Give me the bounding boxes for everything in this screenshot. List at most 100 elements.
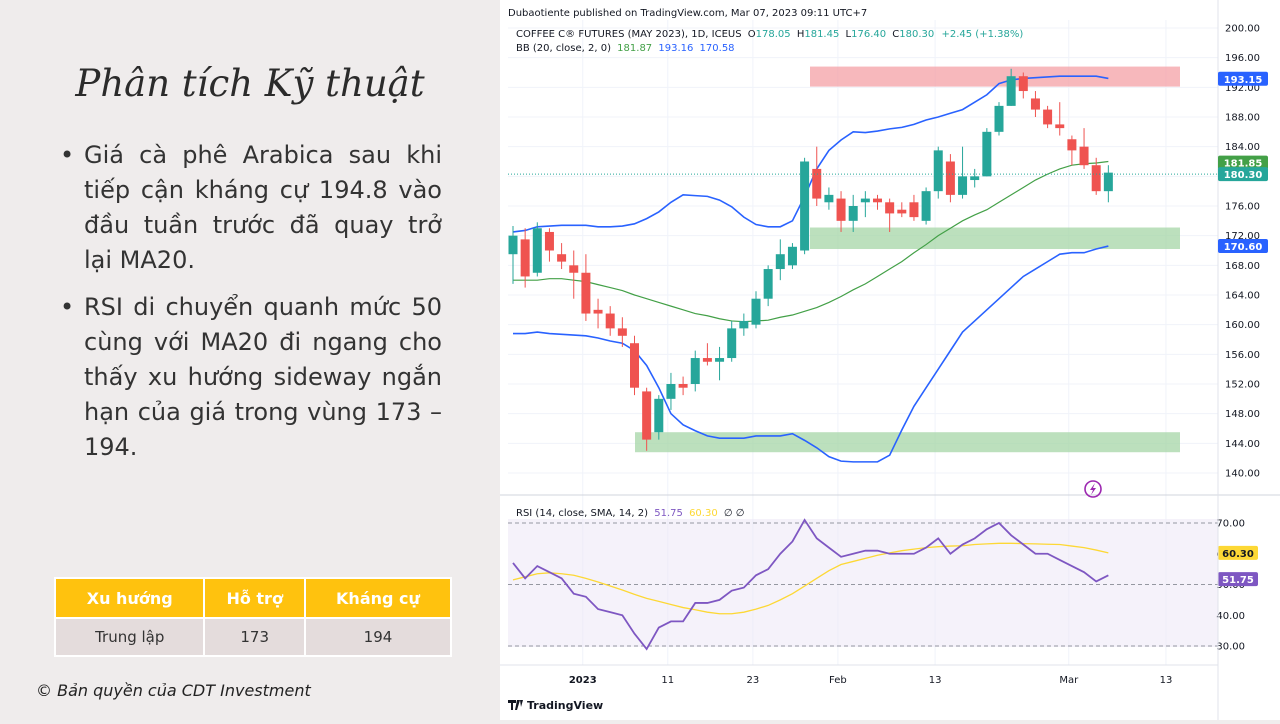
- price-tick-label: 200.00: [1225, 24, 1260, 35]
- candle-body: [848, 206, 858, 221]
- candle-body: [800, 161, 810, 251]
- rsi-legend: RSI (14, close, SMA, 14, 2) 51.75 60.30 …: [516, 508, 745, 519]
- price-tick-label: 164.00: [1225, 291, 1260, 302]
- candle-body: [763, 269, 773, 299]
- candle-body: [812, 168, 822, 199]
- bullet-item: Giá cà phê Arabica sau khi tiếp cận khán…: [58, 138, 442, 278]
- resistance-zone: [810, 66, 1180, 87]
- candle-body: [860, 198, 870, 203]
- ohlc-close-value: 180.30: [899, 29, 934, 40]
- candle-body: [678, 384, 688, 388]
- candle-body: [1055, 124, 1065, 129]
- rsi-tick-label: 70.00: [1216, 519, 1245, 530]
- candle-body: [532, 228, 542, 273]
- candle-body: [666, 384, 676, 399]
- tradingview-logo[interactable]: TradingView: [508, 699, 603, 712]
- price-tick-label: 168.00: [1225, 261, 1260, 272]
- price-label-text: 180.30: [1224, 170, 1263, 181]
- candle-body: [1043, 109, 1053, 125]
- price-tick-label: 152.00: [1225, 380, 1260, 391]
- candle-body: [727, 328, 737, 359]
- price-label-text: 181.85: [1224, 159, 1263, 170]
- time-axis[interactable]: 2023 11 23 Feb 13 Mar 13: [569, 675, 1172, 686]
- bb-lower-line: [513, 245, 1109, 463]
- price-label-tag: [1218, 239, 1268, 254]
- price-tick-label: 160.00: [1225, 320, 1260, 331]
- candle-body: [970, 176, 980, 181]
- price-tick-label: 172.00: [1225, 231, 1260, 242]
- ohlc-high-label: H: [797, 29, 805, 40]
- price-tick-label: 140.00: [1225, 469, 1260, 480]
- candle-body: [690, 358, 700, 384]
- candle-body: [544, 231, 554, 251]
- lightning-icon[interactable]: [1084, 480, 1102, 498]
- rsi-band-background: [508, 519, 1218, 647]
- price-tick-label: 188.00: [1225, 113, 1260, 124]
- candle-body: [945, 161, 955, 195]
- candle-body: [1067, 139, 1077, 151]
- slide-title: Phân tích Kỹ thuật: [75, 62, 425, 105]
- copyright-text: © Bản quyền của CDT Investment: [36, 681, 311, 700]
- symbol-name: COFFEE C® FUTURES (MAY 2023), 1D, ICEUS: [516, 29, 742, 40]
- bb-label: BB (20, close, 2, 0): [516, 43, 611, 54]
- cell-trend: Trung lập: [53, 617, 206, 657]
- time-tick-label: 13: [1160, 675, 1173, 686]
- price-zones: [635, 66, 1180, 453]
- slide-left-panel: Phân tích Kỹ thuật Giá cà phê Arabica sa…: [0, 0, 500, 720]
- candle-body: [1091, 165, 1101, 192]
- candle-body: [702, 358, 712, 362]
- price-tick-label: 176.00: [1225, 202, 1260, 213]
- candle-body: [569, 265, 579, 273]
- candle-body: [1018, 76, 1028, 92]
- ohlc-close-label: C: [892, 29, 899, 40]
- time-tick-label: Feb: [829, 675, 847, 686]
- symbol-line: COFFEE C® FUTURES (MAY 2023), 1D, ICEUS …: [516, 29, 1023, 40]
- header-support: Hỗ trợ: [203, 577, 306, 619]
- header-trend: Xu hướng: [53, 577, 206, 619]
- candlesticks: [508, 68, 1113, 451]
- time-tick-label: 23: [746, 675, 759, 686]
- candle-body: [630, 343, 639, 388]
- bb-basis-line: [513, 160, 1109, 323]
- candle-body: [836, 198, 846, 221]
- time-tick-label: 11: [661, 675, 674, 686]
- candle-body: [958, 176, 968, 195]
- rsi-tick-label: 30.00: [1216, 642, 1245, 653]
- candle-body: [1030, 98, 1040, 110]
- candle-body: [739, 320, 749, 329]
- price-tick-label: 156.00: [1225, 350, 1260, 361]
- candle-body: [909, 202, 919, 218]
- support-lower-zone: [635, 432, 1180, 453]
- price-tick-label: 192.00: [1225, 83, 1260, 94]
- candle-body: [581, 272, 591, 314]
- candle-body: [873, 198, 882, 203]
- price-tick-label: 148.00: [1225, 409, 1260, 420]
- ohlc-low-label: L: [846, 29, 852, 40]
- rsi-line: [512, 518, 1109, 651]
- price-tick-label: 184.00: [1225, 142, 1260, 153]
- publisher-line: Dubaotiente published on TradingView.com…: [508, 8, 867, 19]
- bullet-list: Giá cà phê Arabica sau khi tiếp cận khán…: [58, 138, 442, 477]
- bb-upper-value: 193.16: [658, 43, 693, 54]
- candle-body: [617, 328, 627, 336]
- candle-body: [593, 309, 603, 314]
- candle-body: [751, 298, 761, 325]
- candle-body: [897, 209, 907, 214]
- ohlc-open-label: O: [748, 29, 756, 40]
- candle-body: [642, 391, 652, 440]
- table-row: Trung lập 173 194: [53, 617, 453, 657]
- ohlc-high-value: 181.45: [804, 29, 839, 40]
- tv-logo-icon: [508, 700, 523, 710]
- bullet-item: RSI di chuyển quanh mức 50 cùng với MA20…: [58, 290, 442, 465]
- bb-basis-value: 181.87: [617, 43, 652, 54]
- candle-body: [921, 191, 931, 221]
- ohlc-low-value: 176.40: [851, 29, 886, 40]
- time-tick-label: Mar: [1059, 675, 1079, 686]
- bb-lower-value: 170.58: [700, 43, 735, 54]
- rsi-label-text: 60.30: [1222, 549, 1254, 560]
- price-label-text: 170.60: [1224, 242, 1263, 253]
- time-tick-label: 13: [929, 675, 942, 686]
- candle-body: [1006, 76, 1016, 106]
